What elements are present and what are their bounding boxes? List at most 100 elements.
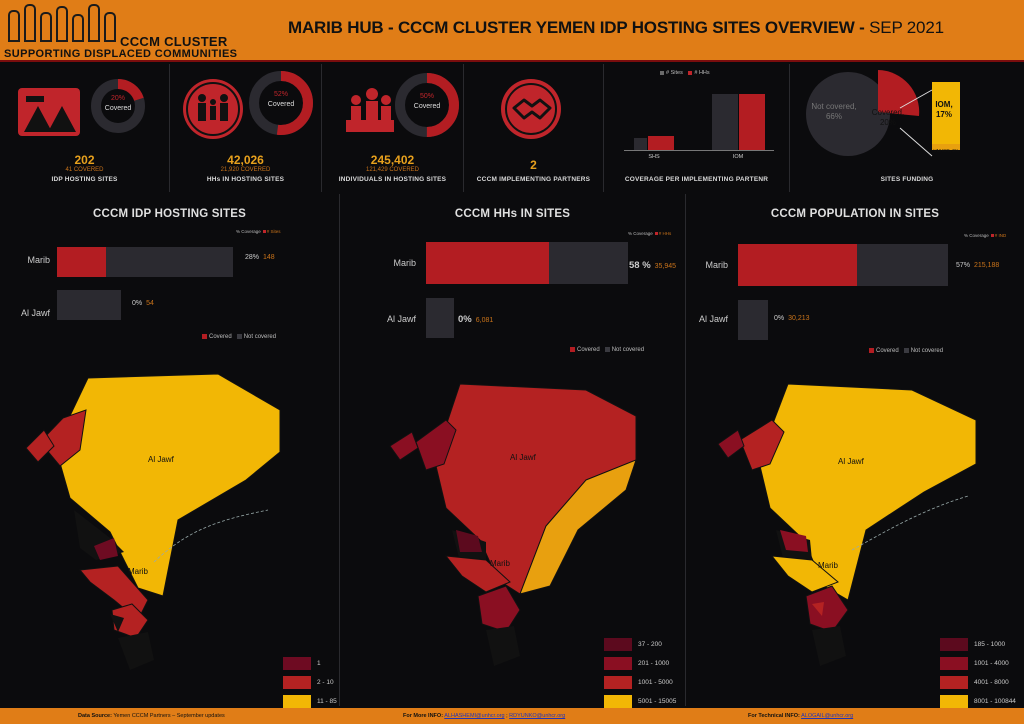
legend-item: 8001 - 100844: [940, 695, 1016, 708]
coverage-legend: % Coverage # Sites: [236, 229, 281, 234]
bar-category: Marib: [393, 258, 416, 268]
legend-label: 1: [317, 660, 321, 667]
legend-item: 185 - 1000: [940, 638, 1016, 651]
legend-label: 185 - 1000: [974, 641, 1006, 648]
legend-hhs: # HHs: [694, 70, 710, 76]
map-legend: 37 - 200 201 - 1000 1001 - 5000 5001 - 1500…: [604, 638, 676, 714]
family-icon: [183, 79, 243, 139]
legend-item: 2 - 10: [283, 676, 337, 689]
label-iom: IOM, 17%: [935, 100, 953, 119]
donut-covered-arc: [249, 71, 313, 135]
bar-not-covered: [738, 244, 948, 286]
footer-tech-info: For Technical INFO: ALOGAIL@unhcr.org: [748, 713, 854, 719]
tent-icon: [18, 88, 80, 136]
map-label-north: Al Jawf: [838, 457, 865, 466]
panel-hhs: CCCM HHs IN SITES % Coverage # HHs Marib …: [340, 194, 686, 708]
donut-covered-arc: [91, 79, 145, 133]
kpi-hhs: 52% Covered 42,026 21,920 COVERED HHs IN …: [170, 64, 322, 192]
map-hhs: Al Jawf Marib: [389, 383, 637, 666]
funding-pie: [806, 70, 960, 157]
partner-coverage-chart: # Sites # HHs SHS IOM COVERAGE PER IMPLE…: [604, 64, 790, 192]
bar-category: Al Jawf: [20, 308, 50, 318]
kpi-value: 2: [530, 158, 537, 172]
kpi-individuals: 50% Covered 245,402 121,429 COVERED INDIV…: [322, 64, 464, 192]
map-label-south: Marib: [818, 561, 839, 570]
map-population: Al Jawf Marib: [717, 383, 977, 666]
legend-label: 37 - 200: [638, 641, 662, 648]
legend-swatch: [940, 657, 968, 670]
legend-swatch: [283, 657, 311, 670]
donut-percent: 50%: [419, 93, 434, 100]
kpi-caption: IDP HOSTING SITES: [51, 176, 118, 183]
bar-covered: [426, 242, 550, 284]
coverage-legend: % Coverage # IND: [964, 233, 1007, 238]
donut-covered-label: Covered: [104, 105, 132, 112]
donut-covered-label: Covered: [413, 103, 441, 110]
cccm-logo-icon: [6, 2, 116, 42]
bar-iom-hhs: [739, 94, 765, 150]
sites-funding: Not covered, 66% Covered, 20% IOM, 17% U…: [790, 64, 1024, 192]
kpi-caption: INDIVIDUALS IN HOSTING SITES: [338, 176, 447, 183]
panel-title: CCCM HHs IN SITES: [454, 208, 571, 220]
map-label-south: Marib: [490, 559, 511, 568]
legend-swatch: [940, 695, 968, 708]
bar-coverage: 28% 148: [245, 254, 275, 261]
label-unhcr: UNHCR, 3%: [933, 148, 959, 153]
label-not-covered: Not covered, 66%: [811, 102, 857, 121]
donut-covered-label: Covered: [267, 101, 295, 108]
bar-legend: Covered Not covered: [565, 347, 644, 353]
header-banner: CCCM CLUSTER SUPPORTING DISPLACED COMMUN…: [0, 0, 1024, 62]
kpi-value: 202: [74, 153, 95, 167]
map-sites: Al Jawf Marib: [25, 373, 281, 670]
map-legend: 1 2 - 10 11 - 85: [283, 657, 337, 714]
funding-caption: SITES FUNDING: [880, 176, 934, 183]
kpi-sites: 20% Covered 202 41 COVERED IDP HOSTING SI…: [0, 64, 170, 192]
legend-item: 1: [283, 657, 337, 670]
donut-covered-arc: [395, 73, 459, 137]
map-legend: 185 - 1000 1001 - 4000 4001 - 8000 8001 - 1…: [940, 638, 1016, 714]
more-info-link-1[interactable]: ALHASHEMI@unhcr.org: [444, 713, 505, 719]
footer-source: Data Source: Yemen CCCM Partners – Septe…: [78, 713, 225, 719]
legend-swatch: [283, 676, 311, 689]
coverage-donut: [249, 71, 313, 135]
kpi-row: 20% Covered 202 41 COVERED IDP HOSTING SI…: [0, 64, 1024, 192]
legend-label: 1001 - 4000: [974, 660, 1009, 667]
panel-title: CCCM IDP HOSTING SITES: [92, 208, 247, 220]
bar-legend: Covered Not covered: [197, 334, 276, 340]
bar-coverage: 0% 30,213: [774, 315, 810, 322]
legend-item: 1001 - 5000: [604, 676, 676, 689]
kpi-caption: CCCM IMPLEMENTING PARTNERS: [476, 176, 591, 183]
more-info-link-2[interactable]: RDYUNKO@unhcr.org: [509, 713, 566, 719]
people-icon: [346, 88, 394, 132]
bar-not-covered: [426, 298, 454, 338]
kpi-covered: 41 COVERED: [65, 167, 104, 173]
category-shs: SHS: [648, 154, 660, 160]
panel-population: CCCM POPULATION IN SITES % Coverage # IND…: [686, 194, 1024, 708]
map-label-south: Marib: [128, 567, 149, 576]
logo-name: CCCM CLUSTER: [120, 34, 228, 49]
legend-item: 11 - 85: [283, 695, 337, 708]
panel-sites: CCCM IDP HOSTING SITES % Coverage # Sites…: [0, 194, 340, 708]
footer: Data Source: Yemen CCCM Partners – Septe…: [0, 708, 1024, 724]
bar-not-covered: [426, 242, 628, 284]
bar-covered: [57, 247, 106, 277]
bar-not-covered: [738, 300, 768, 340]
tech-info-link[interactable]: ALOGAIL@unhcr.org: [801, 713, 854, 719]
donut-percent: 52%: [273, 91, 288, 98]
legend-label: 5001 - 15005: [638, 698, 677, 705]
legend-swatch: [283, 695, 311, 708]
coverage-donut: [91, 79, 145, 133]
kpi-covered: 21,920 COVERED: [220, 167, 271, 173]
legend-label: 201 - 1000: [638, 660, 670, 667]
map-label-north: Al Jawf: [148, 455, 175, 464]
x-axis: [624, 150, 774, 151]
handshake-icon: [501, 79, 561, 139]
legend-swatch: [604, 676, 632, 689]
legend-swatch: [940, 676, 968, 689]
panel-title: CCCM POPULATION IN SITES: [770, 208, 940, 220]
kpi-covered: 121,429 COVERED: [365, 167, 420, 173]
legend-swatch: [940, 638, 968, 651]
kpi-caption: HHs IN HOSTING SITES: [206, 176, 285, 183]
bar-not-covered: [57, 247, 233, 277]
kpi-partners: 2 CCCM IMPLEMENTING PARTNERS: [464, 64, 604, 192]
